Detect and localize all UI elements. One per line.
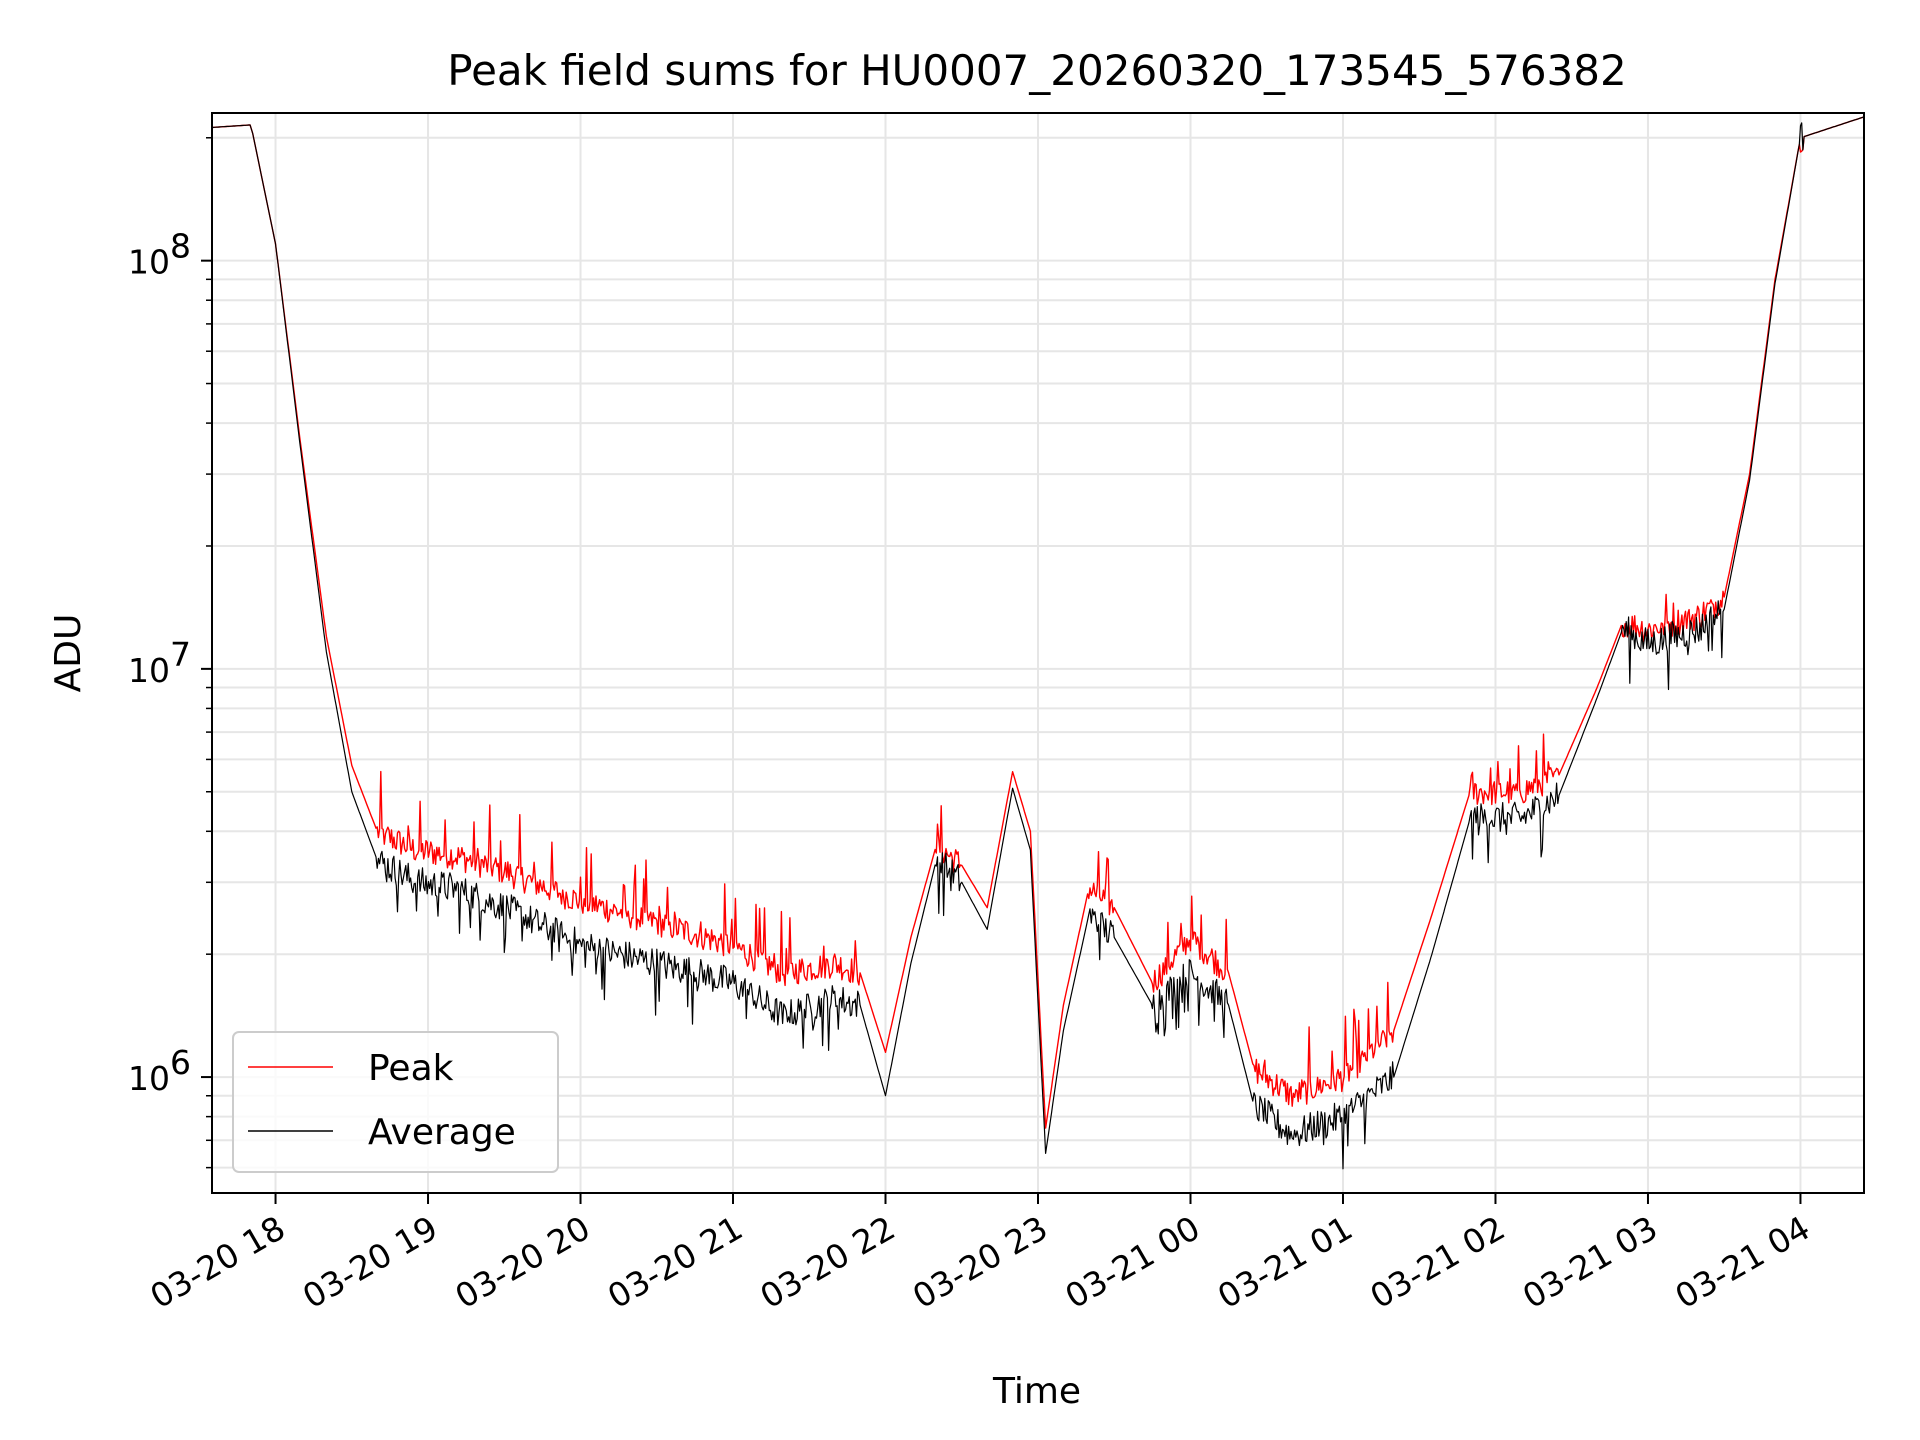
y-tick-label: 10: [128, 243, 170, 282]
legend: Peak Average: [232, 1031, 559, 1173]
y-tick-label: 10: [128, 651, 170, 690]
grid: [212, 113, 1864, 1193]
y-tick-label-exp: 7: [170, 635, 191, 674]
y-tick-label: 10: [128, 1059, 170, 1098]
plot-area: [212, 116, 1864, 1170]
y-tick-label-base: 10: [128, 243, 170, 282]
y-tick-label-base: 10: [128, 1059, 170, 1098]
chart-title: Peak field sums for HU0007_20260320_1735…: [447, 46, 1626, 95]
series-line-average: [212, 116, 1864, 1170]
legend-label-average: Average: [368, 1112, 516, 1153]
y-tick-label-exp: 8: [170, 227, 191, 266]
series-line-peak: [212, 116, 1864, 1129]
x-axis-label: Time: [992, 1371, 1081, 1412]
y-tick-label-exp: 6: [170, 1043, 191, 1082]
y-tick-label-base: 10: [128, 651, 170, 690]
legend-label-peak: Peak: [368, 1048, 454, 1089]
y-axis-label: ADU: [48, 614, 89, 693]
